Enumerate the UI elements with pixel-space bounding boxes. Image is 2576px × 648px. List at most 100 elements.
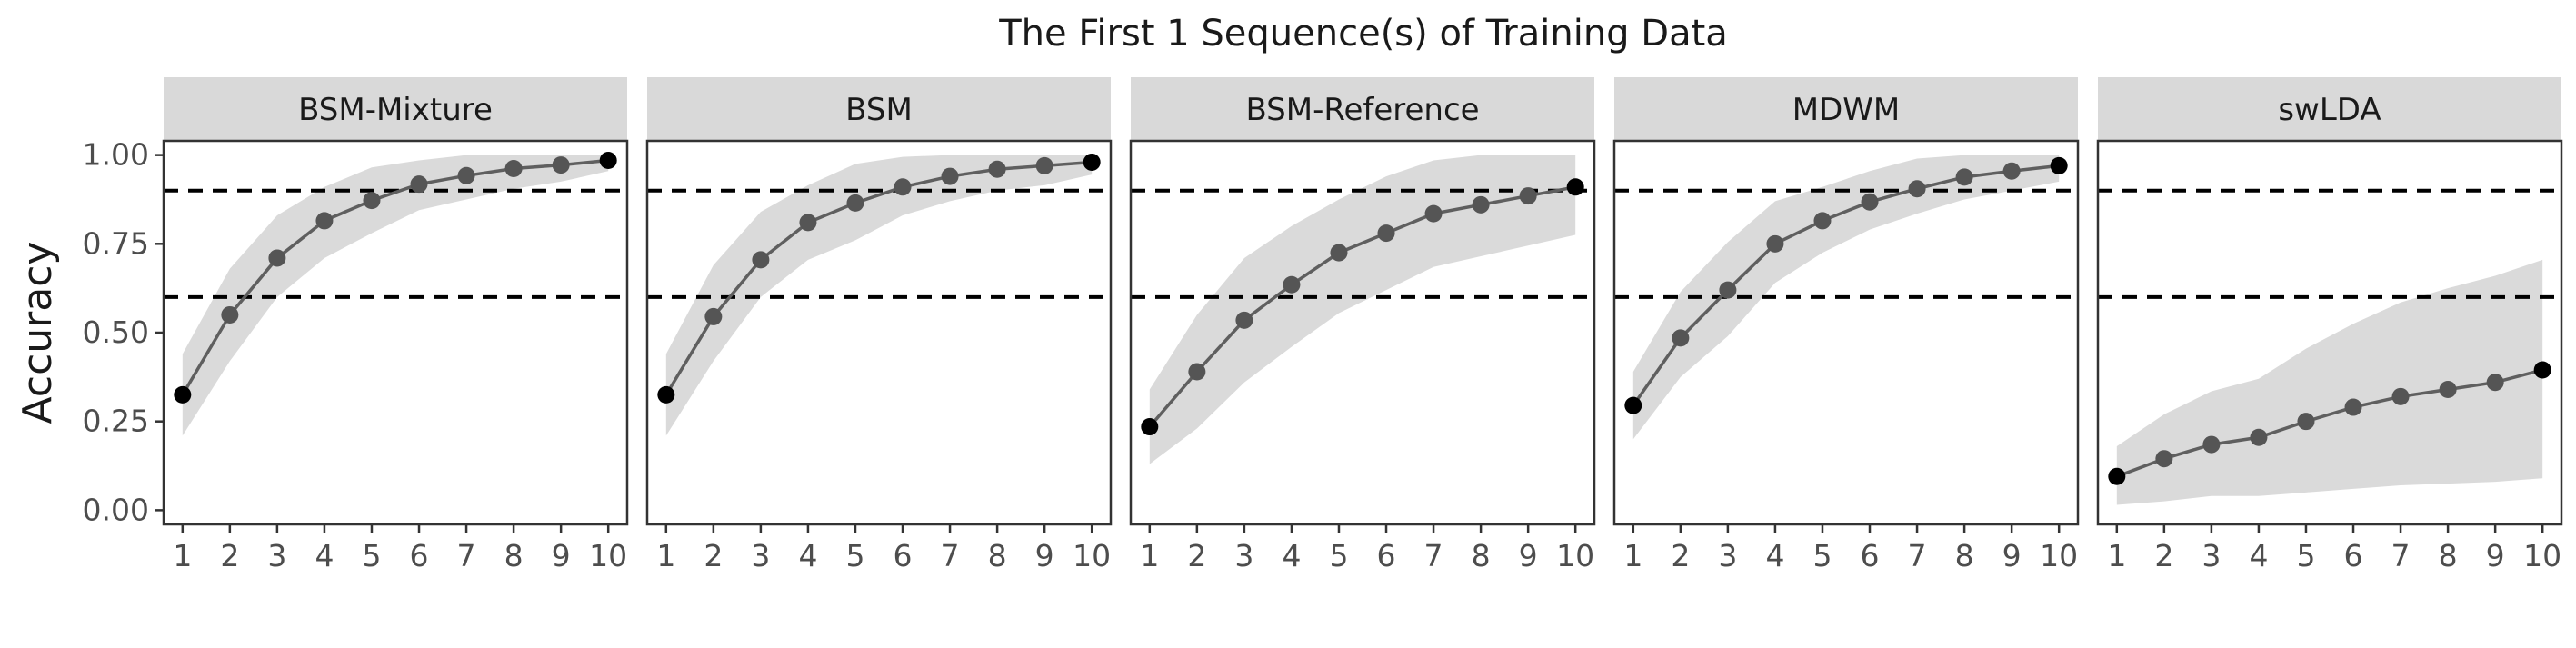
data-point — [2533, 361, 2551, 379]
data-point — [1813, 212, 1832, 230]
x-tick-label: 3 — [2202, 538, 2221, 573]
x-tick-label: 9 — [1519, 538, 1538, 573]
data-point — [174, 385, 192, 404]
data-point — [2202, 435, 2221, 454]
x-tick-label: 3 — [1718, 538, 1737, 573]
data-point — [1955, 168, 1973, 186]
facet-strip-label: BSM-Mixture — [298, 92, 493, 128]
series-line — [1148, 185, 1576, 428]
data-point — [1472, 195, 1490, 214]
facet-panel-4: MDWM 1 2 3 4 5 6 7 8 9 10 — [1612, 77, 2080, 573]
x-tick-label: 2 — [1187, 538, 1206, 573]
data-point — [894, 178, 912, 196]
data-point — [1566, 178, 1584, 196]
data-point — [2250, 428, 2268, 446]
data-point — [2155, 450, 2173, 468]
data-point — [2344, 398, 2362, 416]
data-point — [2391, 387, 2410, 405]
x-tick-label: 8 — [1472, 538, 1491, 573]
series-line — [664, 160, 1093, 396]
data-point — [2439, 381, 2457, 399]
x-tick-label: 5 — [845, 538, 864, 573]
y-axis-label: Accuracy — [15, 242, 61, 424]
data-point — [1424, 204, 1443, 223]
data-point — [1377, 224, 1395, 243]
data-point — [704, 307, 723, 325]
y-tick-label: 0.25 — [83, 404, 149, 439]
data-point — [552, 156, 570, 174]
data-point — [988, 160, 1006, 178]
facet-strip-label: swLDA — [2278, 92, 2381, 128]
confidence-ribbon — [1149, 155, 1576, 464]
facet-panel-2: BSM 1 2 3 4 5 6 7 8 9 10 — [645, 77, 1113, 573]
data-point — [2002, 162, 2021, 180]
x-tick-label: 2 — [704, 538, 723, 573]
x-tick-label: 5 — [1329, 538, 1348, 573]
x-tick-label: 3 — [1234, 538, 1253, 573]
data-point — [1672, 329, 1690, 347]
x-tick-label: 2 — [220, 538, 239, 573]
x-tick-label: 1 — [2107, 538, 2126, 573]
facet-panel-3: BSM-Reference 1 2 3 4 5 6 7 8 9 10 — [1129, 77, 1596, 573]
data-point — [221, 305, 239, 324]
facet-strip — [647, 77, 1111, 141]
x-tick-label: 7 — [941, 538, 960, 573]
x-tick-label: 1 — [656, 538, 675, 573]
facet-strip-label: MDWM — [1792, 92, 1900, 128]
series-line — [2116, 368, 2543, 478]
x-tick-label: 5 — [362, 538, 381, 573]
x-tick-label: 9 — [1035, 538, 1054, 573]
panel-border — [1612, 139, 2080, 526]
data-point — [599, 151, 617, 169]
x-tick-label: 9 — [2002, 538, 2022, 573]
data-point — [1624, 396, 1642, 414]
data-point — [363, 192, 381, 210]
data-point — [1861, 193, 1879, 211]
data-point — [2486, 374, 2504, 392]
data-point — [410, 175, 428, 194]
x-tick-label: 6 — [2344, 538, 2363, 573]
x-tick-label: 5 — [1812, 538, 1832, 573]
facet-strip — [1131, 77, 1594, 141]
x-tick-label: 10 — [1073, 538, 1111, 573]
facet-strip — [1614, 77, 2078, 141]
x-tick-label: 3 — [751, 538, 770, 573]
x-tick-label: 6 — [1861, 538, 1880, 573]
data-point — [846, 194, 864, 212]
data-point — [1283, 275, 1301, 294]
x-tick-label: 8 — [2439, 538, 2458, 573]
x-tick-label: 9 — [2486, 538, 2505, 573]
x-tick-label: 9 — [552, 538, 571, 573]
y-tick-label: 0.50 — [83, 314, 149, 350]
data-point — [1330, 244, 1348, 262]
y-tick-label: 0.75 — [83, 225, 149, 261]
x-tick-label: 7 — [2391, 538, 2411, 573]
x-tick-label: 6 — [410, 538, 429, 573]
x-tick-label: 7 — [1424, 538, 1443, 573]
x-tick-label: 5 — [2296, 538, 2315, 573]
series-line — [181, 158, 609, 396]
data-point — [941, 167, 959, 185]
x-tick-label: 6 — [894, 538, 913, 573]
confidence-ribbon — [182, 155, 609, 436]
facet-strip-label: BSM-Reference — [1245, 92, 1479, 128]
facet-panel-5: swLDA 1 2 3 4 5 6 7 8 9 10 — [2096, 77, 2563, 573]
data-point — [1766, 234, 1784, 253]
chart-title: The First 1 Sequence(s) of Training Data — [998, 13, 1728, 55]
data-point — [2297, 413, 2315, 431]
x-tick-label: 4 — [798, 538, 817, 573]
data-point — [657, 385, 675, 404]
x-tick-label: 2 — [1671, 538, 1690, 573]
data-point — [2050, 156, 2068, 174]
data-point — [1035, 156, 1053, 174]
panel-border — [2096, 139, 2563, 526]
facet-strip — [2098, 77, 2561, 141]
x-tick-label: 10 — [2040, 538, 2078, 573]
y-tick-label: 0.00 — [83, 492, 149, 527]
panel-border — [645, 139, 1113, 526]
x-tick-label: 1 — [173, 538, 192, 573]
data-point — [315, 212, 334, 230]
